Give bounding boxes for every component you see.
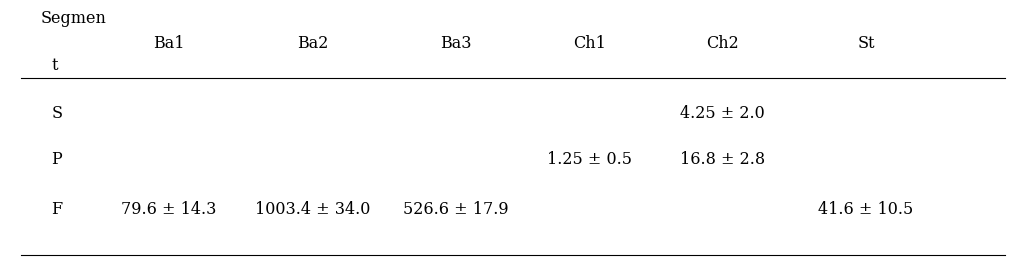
Text: Ba1: Ba1 <box>154 35 184 52</box>
Text: 526.6 ± 17.9: 526.6 ± 17.9 <box>403 201 509 218</box>
Text: Ch1: Ch1 <box>573 35 606 52</box>
Text: 1003.4 ± 34.0: 1003.4 ± 34.0 <box>255 201 370 218</box>
Text: 79.6 ± 14.3: 79.6 ± 14.3 <box>121 201 217 218</box>
Text: 41.6 ± 10.5: 41.6 ± 10.5 <box>819 201 913 218</box>
Text: 4.25 ± 2.0: 4.25 ± 2.0 <box>681 104 765 121</box>
Text: P: P <box>51 152 61 169</box>
Text: Segmen: Segmen <box>41 10 107 27</box>
Text: Ch2: Ch2 <box>706 35 739 52</box>
Text: t: t <box>51 57 57 74</box>
Text: 16.8 ± 2.8: 16.8 ± 2.8 <box>680 152 766 169</box>
Text: S: S <box>51 104 63 121</box>
Text: F: F <box>51 201 63 218</box>
Text: Ba2: Ba2 <box>297 35 328 52</box>
Text: Ba3: Ba3 <box>441 35 472 52</box>
Text: St: St <box>857 35 875 52</box>
Text: 1.25 ± 0.5: 1.25 ± 0.5 <box>547 152 631 169</box>
